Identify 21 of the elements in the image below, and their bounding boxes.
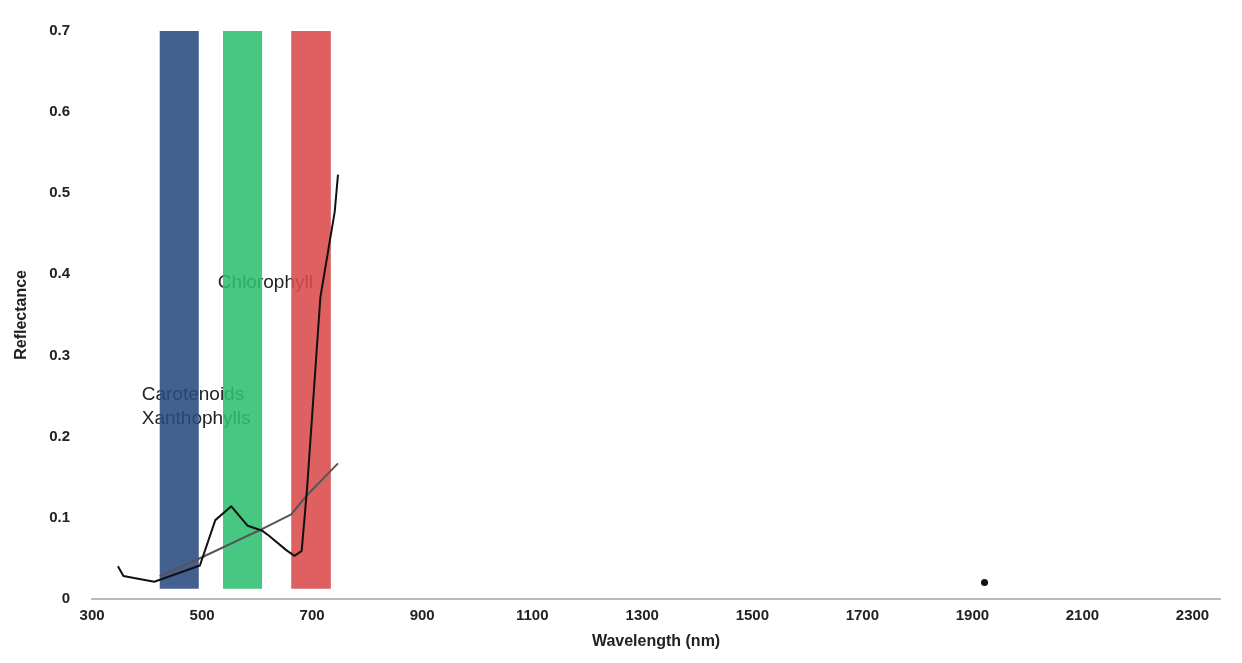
- x-tick-label: 1300: [625, 605, 659, 623]
- x-tick-label: 2300: [1175, 605, 1210, 623]
- y-tick-label: 0.5: [49, 183, 71, 201]
- y-tick-label: 0: [61, 588, 71, 606]
- y-tick-label: 0.1: [49, 507, 71, 525]
- y-axis-title: Reflectance: [12, 269, 30, 360]
- y-tick-label: 0.4: [49, 264, 71, 282]
- x-tick-label: 500: [189, 605, 215, 623]
- x-tick-label: 1900: [955, 605, 990, 623]
- x-tick-label: 1100: [515, 605, 549, 623]
- y-tick-label: 0.2: [49, 426, 71, 444]
- x-axis-title: Wavelength (nm): [591, 631, 721, 649]
- y-tick-label: 0.3: [49, 345, 71, 363]
- x-tick-label: 1700: [845, 605, 880, 623]
- x-tick-label: 300: [79, 605, 105, 623]
- y-tick-label: 0.7: [49, 21, 71, 39]
- x-tick-label: 2100: [1065, 605, 1100, 623]
- x-tick-label: 1500: [735, 605, 769, 623]
- x-tick-label: 900: [409, 605, 435, 623]
- y-tick-label: 0.6: [49, 102, 71, 120]
- x-tick-label: 700: [299, 605, 325, 623]
